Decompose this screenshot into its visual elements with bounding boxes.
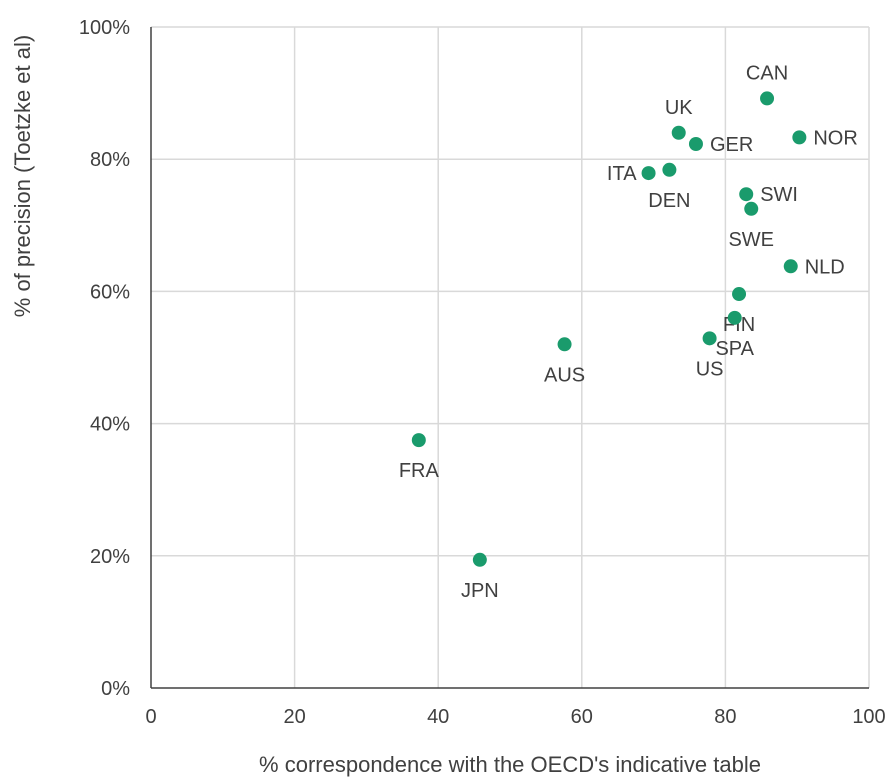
data-point [727, 310, 742, 325]
data-point [662, 162, 677, 177]
y-tick-label: 40% [90, 414, 130, 436]
data-point [641, 166, 656, 181]
x-axis-title: % correspondence with the OECD's indicat… [259, 752, 761, 777]
point-group-fra: FRA [399, 433, 440, 482]
point-label: UK [665, 97, 693, 119]
data-point [671, 125, 686, 140]
point-group-spa: SPA [715, 310, 755, 360]
y-axis-title: % of precision (Toetzke et al) [10, 35, 35, 317]
point-group-den: DEN [648, 162, 691, 212]
point-label: NOR [813, 127, 857, 149]
y-tick-label: 60% [90, 281, 130, 303]
x-tick-label: 100 [852, 706, 885, 728]
point-label: FRA [399, 460, 440, 482]
point-group-ger: GER [688, 134, 753, 156]
point-group-can: CAN [746, 62, 788, 106]
point-label: DEN [648, 190, 690, 212]
gridlines [151, 26, 870, 688]
point-group-nld: NLD [783, 256, 845, 278]
x-axis-ticks: 0 20 40 60 80 100 [145, 706, 885, 728]
point-label: SWE [728, 229, 774, 251]
y-tick-label: 0% [101, 678, 130, 700]
data-point [732, 287, 747, 302]
point-group-swe: SWE [728, 201, 774, 251]
y-tick-label: 80% [90, 149, 130, 171]
point-group-jpn: JPN [461, 552, 499, 602]
point-group-uk: UK [665, 97, 693, 140]
data-point [688, 136, 703, 151]
point-label: US [696, 358, 724, 380]
data-point [411, 433, 426, 448]
y-tick-label: 20% [90, 546, 130, 568]
x-tick-label: 0 [145, 706, 156, 728]
data-point [702, 331, 717, 346]
point-label: AUS [544, 364, 585, 386]
data-point [739, 187, 754, 202]
point-group-ita: ITA [607, 163, 656, 185]
data-point [472, 552, 487, 567]
point-group-swi: SWI [739, 184, 798, 206]
x-tick-label: 60 [571, 706, 593, 728]
point-label: SWI [760, 184, 798, 206]
point-label: CAN [746, 62, 788, 84]
axes [150, 27, 869, 689]
point-group-nor: NOR [792, 127, 858, 149]
data-point [783, 259, 798, 274]
point-group-fin: FIN [723, 287, 755, 336]
point-label: SPA [715, 338, 754, 360]
data-point [760, 91, 775, 106]
x-tick-label: 80 [714, 706, 736, 728]
y-axis-ticks: 0% 20% 40% 60% 80% 100% [79, 17, 130, 700]
data-point [792, 130, 807, 145]
data-point [557, 337, 572, 352]
x-tick-label: 40 [427, 706, 449, 728]
point-label: JPN [461, 580, 499, 602]
point-group-us: US [696, 331, 724, 380]
point-label: NLD [805, 256, 845, 278]
x-tick-label: 20 [283, 706, 305, 728]
point-group-aus: AUS [544, 337, 585, 386]
point-label: GER [710, 134, 753, 156]
point-label: ITA [607, 163, 637, 185]
data-point [744, 201, 759, 216]
y-tick-label: 100% [79, 17, 130, 39]
